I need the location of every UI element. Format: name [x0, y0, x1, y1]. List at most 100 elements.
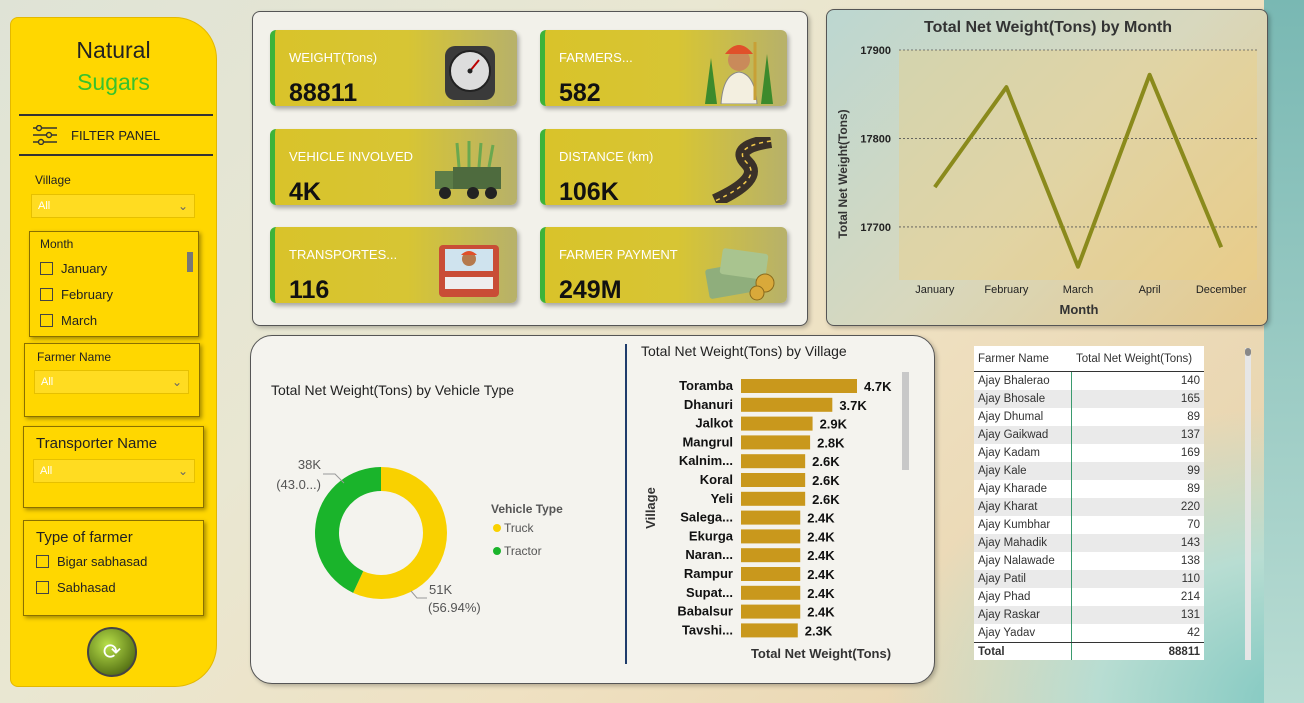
x-tick-label: February [984, 284, 1029, 296]
month-option-march[interactable]: March [40, 307, 198, 333]
kpi-value: 116 [289, 276, 330, 304]
farmer-name-cell: Ajay Bhalerao [974, 372, 1072, 390]
legend-marker [493, 547, 501, 555]
legend-item-tractor[interactable]: Tractor [504, 544, 542, 558]
transporter-value: All [40, 465, 53, 477]
table-row: Ajay Patil 110 [974, 570, 1204, 588]
vehicle-village-panel: Total Net Weight(Tons) by Vehicle Type T… [250, 335, 935, 684]
month-option-january[interactable]: January [40, 255, 198, 281]
legend-item-truck[interactable]: Truck [504, 521, 535, 535]
tractor-percent-label: (43.0...) [276, 477, 321, 492]
bar[interactable] [741, 491, 806, 506]
weight-cell: 89 [1187, 483, 1200, 495]
bar[interactable] [741, 623, 798, 638]
bar-value-label: 2.6K [812, 492, 840, 507]
donut-slice-tractor[interactable] [315, 467, 381, 593]
bar[interactable] [741, 585, 801, 600]
weight-cell: 220 [1180, 501, 1200, 513]
category-label: Naran... [685, 547, 733, 562]
checkbox[interactable] [40, 287, 53, 301]
bar[interactable] [741, 454, 806, 469]
column-header[interactable]: Farmer Name [978, 352, 1049, 365]
category-label: Mangrul [682, 434, 733, 449]
table-scrollbar[interactable] [1245, 348, 1251, 660]
bar-value-label: 2.3K [805, 623, 833, 638]
table-row: Ajay Bhalerao 140 [974, 372, 1204, 390]
category-label: Salega... [680, 510, 733, 525]
weight-cell: 165 [1180, 393, 1200, 405]
transporter-dropdown[interactable]: All ⌄ [33, 459, 195, 483]
weight-cell: 169 [1180, 447, 1200, 459]
month-line-chart: Total Net Weight(Tons) by Month Total Ne… [836, 19, 1257, 317]
kpi-card-farmers: FARMERS... 582 [540, 30, 787, 107]
weight-cell: 89 [1187, 411, 1200, 423]
total-label: Total [974, 643, 1072, 660]
series-line [933, 72, 1224, 269]
legend-title: Vehicle Type [491, 502, 563, 516]
farmer-type-option-label: Bigar sabhasad [57, 553, 148, 569]
village-dropdown[interactable]: All ⌄ [31, 194, 195, 218]
category-label: Tavshi... [682, 622, 733, 637]
checkbox[interactable] [36, 554, 49, 568]
sliders-icon [33, 125, 57, 145]
category-label: Yeli [711, 491, 733, 506]
bar-chart-scrollbar[interactable] [902, 372, 909, 470]
farmer-name-cell: Ajay Kumbhar [974, 516, 1072, 534]
bar[interactable] [741, 435, 811, 450]
y-tick-label: 17700 [860, 222, 891, 234]
month-option-february[interactable]: February [40, 281, 198, 307]
kpi-value: 106K [559, 178, 619, 206]
table-row: Ajay Nalawade 138 [974, 552, 1204, 570]
x-tick-label: December [1196, 284, 1247, 296]
bar-value-label: 2.4K [807, 529, 835, 544]
bar[interactable] [741, 529, 801, 544]
farmer-type-option-sabhasad[interactable]: Sabhasad [36, 574, 203, 600]
scale-icon [445, 46, 495, 100]
farmer-table: Farmer Name Total Net Weight(Tons) Ajay … [974, 346, 1204, 660]
leader-line [410, 590, 427, 599]
bar[interactable] [741, 379, 857, 393]
donut-slice-truck[interactable] [353, 467, 448, 599]
farmer-name-label: Farmer Name [37, 350, 112, 364]
bar[interactable] [741, 416, 813, 431]
refresh-button[interactable]: ⟳ [87, 627, 137, 677]
village-value: All [38, 200, 51, 212]
bar[interactable] [741, 510, 801, 525]
farmer-type-option-bigar[interactable]: Bigar sabhasad [36, 548, 203, 574]
bar[interactable] [741, 567, 801, 581]
category-label: Jalkot [695, 416, 733, 431]
kpi-card-transporters: TRANSPORTES... 116 [270, 227, 517, 304]
kpi-card-payment: FARMER PAYMENT 249M [540, 227, 787, 304]
category-label: Ekurga [689, 528, 734, 543]
brand-line2: Sugars [77, 69, 150, 95]
y-axis-title: Total Net Weight(Tons) [836, 109, 850, 238]
category-label: Dhanuri [684, 397, 733, 412]
bar[interactable] [741, 473, 806, 487]
table-row: Ajay Gaikwad 137 [974, 426, 1204, 444]
farmer-name-cell: Ajay Dhumal [974, 408, 1072, 426]
checkbox[interactable] [36, 580, 49, 594]
month-scrollbar[interactable] [187, 252, 193, 272]
checkbox[interactable] [40, 261, 53, 275]
bar[interactable] [741, 397, 833, 412]
bar[interactable] [741, 548, 801, 563]
farmer-name-dropdown[interactable]: All ⌄ [34, 370, 189, 394]
bar-value-label: 2.6K [812, 473, 840, 488]
kpi-value: 582 [559, 79, 601, 107]
checkbox[interactable] [40, 313, 53, 327]
table-row: Ajay Yadav 42 [974, 624, 1204, 642]
bar[interactable] [741, 604, 801, 619]
village-bar-chart: Village Toramba 4.7K Dhanuri 3.7K Jalkot 2.9K M… [643, 378, 892, 661]
month-label: Month [40, 237, 74, 251]
month-chart-panel: Total Net Weight(Tons) by Month Total Ne… [826, 9, 1268, 326]
weight-cell: 99 [1187, 465, 1200, 477]
farmer-name-cell: Ajay Mahadik [974, 534, 1072, 552]
x-tick-label: January [915, 284, 955, 296]
bar-value-label: 2.4K [807, 548, 835, 563]
farmer-name-value: All [41, 376, 54, 388]
table-row: Ajay Kadam 169 [974, 444, 1204, 462]
column-header[interactable]: Total Net Weight(Tons) [1076, 352, 1193, 365]
farmer-name-cell: Ajay Kharade [974, 480, 1072, 498]
village-label: Village [35, 173, 71, 187]
divider [625, 344, 627, 664]
